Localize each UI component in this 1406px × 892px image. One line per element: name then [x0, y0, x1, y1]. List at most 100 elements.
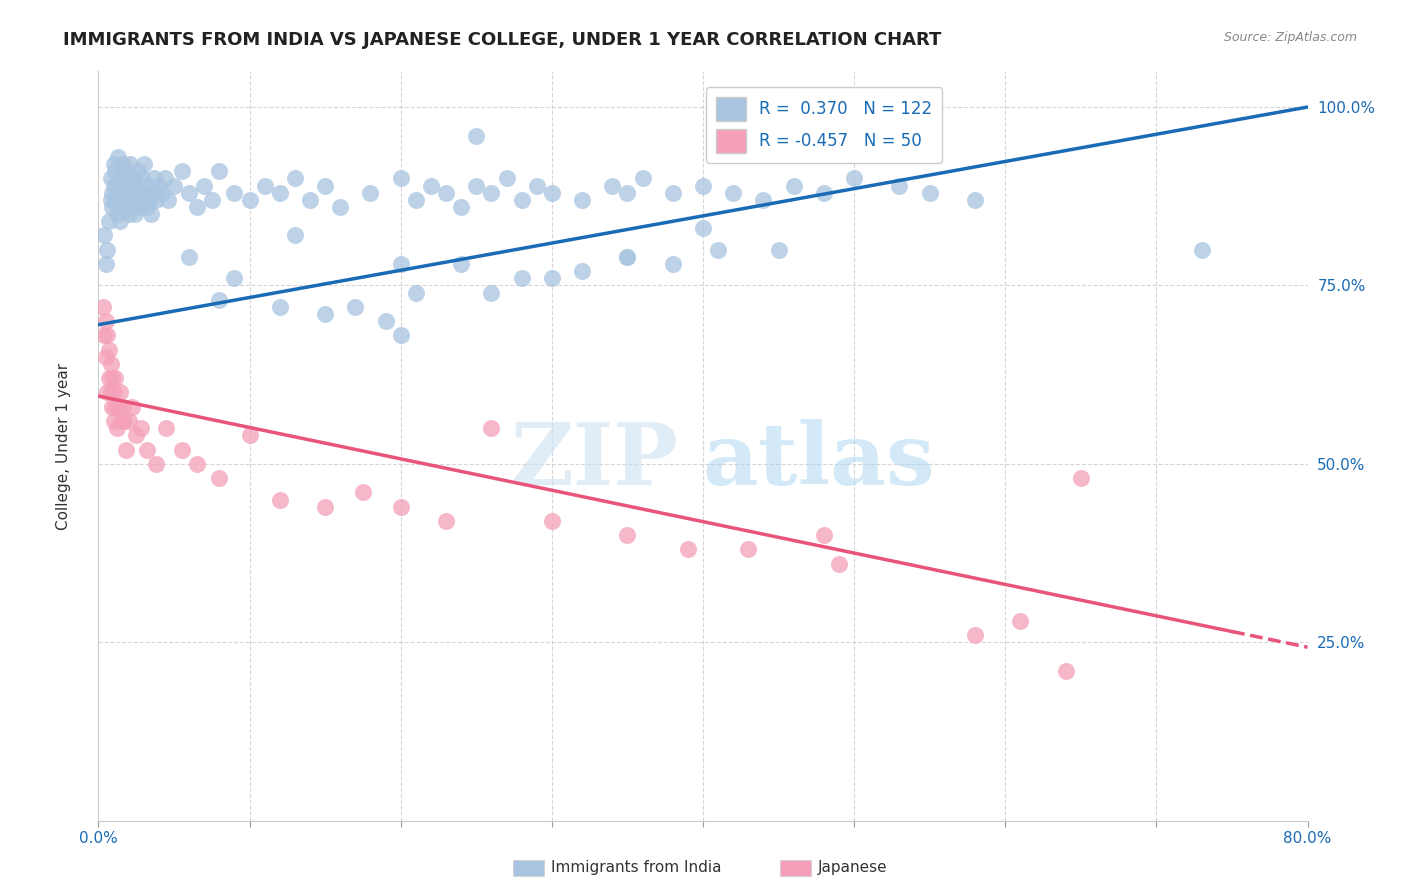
- Point: [104, 193, 127, 207]
- Point: [813, 528, 835, 542]
- Point: [112, 414, 135, 428]
- Point: [389, 500, 412, 514]
- Point: [127, 164, 149, 178]
- Point: [179, 186, 201, 200]
- Point: [224, 186, 246, 200]
- Point: [125, 428, 148, 442]
- Point: [153, 171, 176, 186]
- Point: [314, 178, 336, 193]
- Point: [111, 200, 134, 214]
- Point: [889, 178, 911, 193]
- Text: atlas: atlas: [703, 419, 935, 503]
- Point: [352, 485, 374, 500]
- Point: [112, 178, 135, 193]
- Text: Japanese: Japanese: [818, 861, 889, 875]
- Point: [143, 171, 166, 186]
- Point: [495, 171, 517, 186]
- Point: [98, 214, 121, 228]
- Point: [103, 157, 125, 171]
- Point: [661, 186, 683, 200]
- Point: [616, 250, 638, 264]
- Point: [434, 514, 457, 528]
- Point: [155, 421, 177, 435]
- Point: [104, 164, 127, 178]
- Point: [121, 178, 143, 193]
- Point: [94, 350, 117, 364]
- Point: [103, 414, 125, 428]
- Point: [93, 328, 115, 343]
- Point: [179, 250, 201, 264]
- Point: [465, 128, 488, 143]
- Point: [118, 207, 141, 221]
- Point: [420, 178, 443, 193]
- Point: [224, 271, 246, 285]
- Point: [737, 542, 759, 557]
- Point: [136, 178, 159, 193]
- Point: [110, 171, 132, 186]
- Point: [121, 200, 143, 214]
- Point: [150, 186, 173, 200]
- Point: [768, 243, 790, 257]
- Point: [299, 193, 322, 207]
- Point: [110, 414, 132, 428]
- Point: [1191, 243, 1213, 257]
- Point: [131, 171, 153, 186]
- Text: Source: ZipAtlas.com: Source: ZipAtlas.com: [1223, 31, 1357, 45]
- Point: [122, 193, 145, 207]
- Text: College, Under 1 year: College, Under 1 year: [56, 362, 70, 530]
- Point: [114, 164, 136, 178]
- Point: [208, 471, 231, 485]
- Point: [465, 178, 488, 193]
- Point: [96, 328, 118, 343]
- Point: [142, 186, 165, 200]
- Point: [98, 343, 121, 357]
- Point: [616, 186, 638, 200]
- Point: [139, 193, 162, 207]
- Point: [104, 371, 127, 385]
- Point: [101, 371, 124, 385]
- Point: [193, 178, 215, 193]
- Point: [208, 164, 231, 178]
- Point: [344, 300, 367, 314]
- Point: [239, 428, 262, 442]
- Point: [120, 186, 142, 200]
- Point: [314, 500, 336, 514]
- Point: [360, 186, 382, 200]
- Point: [98, 371, 121, 385]
- Point: [129, 421, 152, 435]
- Point: [107, 178, 129, 193]
- Point: [170, 442, 193, 457]
- Point: [94, 314, 117, 328]
- Point: [112, 193, 135, 207]
- Point: [124, 207, 146, 221]
- Point: [125, 193, 148, 207]
- Point: [186, 457, 208, 471]
- Point: [107, 150, 129, 164]
- Point: [135, 442, 157, 457]
- Point: [450, 200, 472, 214]
- Point: [450, 257, 472, 271]
- Point: [114, 442, 136, 457]
- Point: [129, 200, 152, 214]
- Point: [723, 186, 745, 200]
- Point: [111, 400, 134, 414]
- Point: [661, 257, 683, 271]
- Point: [965, 628, 987, 642]
- Point: [752, 193, 775, 207]
- Point: [405, 193, 427, 207]
- Point: [135, 200, 157, 214]
- Point: [111, 157, 134, 171]
- Point: [105, 421, 128, 435]
- Point: [141, 207, 163, 221]
- Point: [114, 186, 136, 200]
- Point: [108, 193, 131, 207]
- Point: [118, 414, 141, 428]
- Point: [107, 400, 129, 414]
- Point: [115, 200, 138, 214]
- Point: [1054, 664, 1077, 678]
- Point: [105, 186, 128, 200]
- Point: [571, 264, 593, 278]
- Point: [1010, 614, 1032, 628]
- Point: [389, 171, 412, 186]
- Point: [94, 257, 117, 271]
